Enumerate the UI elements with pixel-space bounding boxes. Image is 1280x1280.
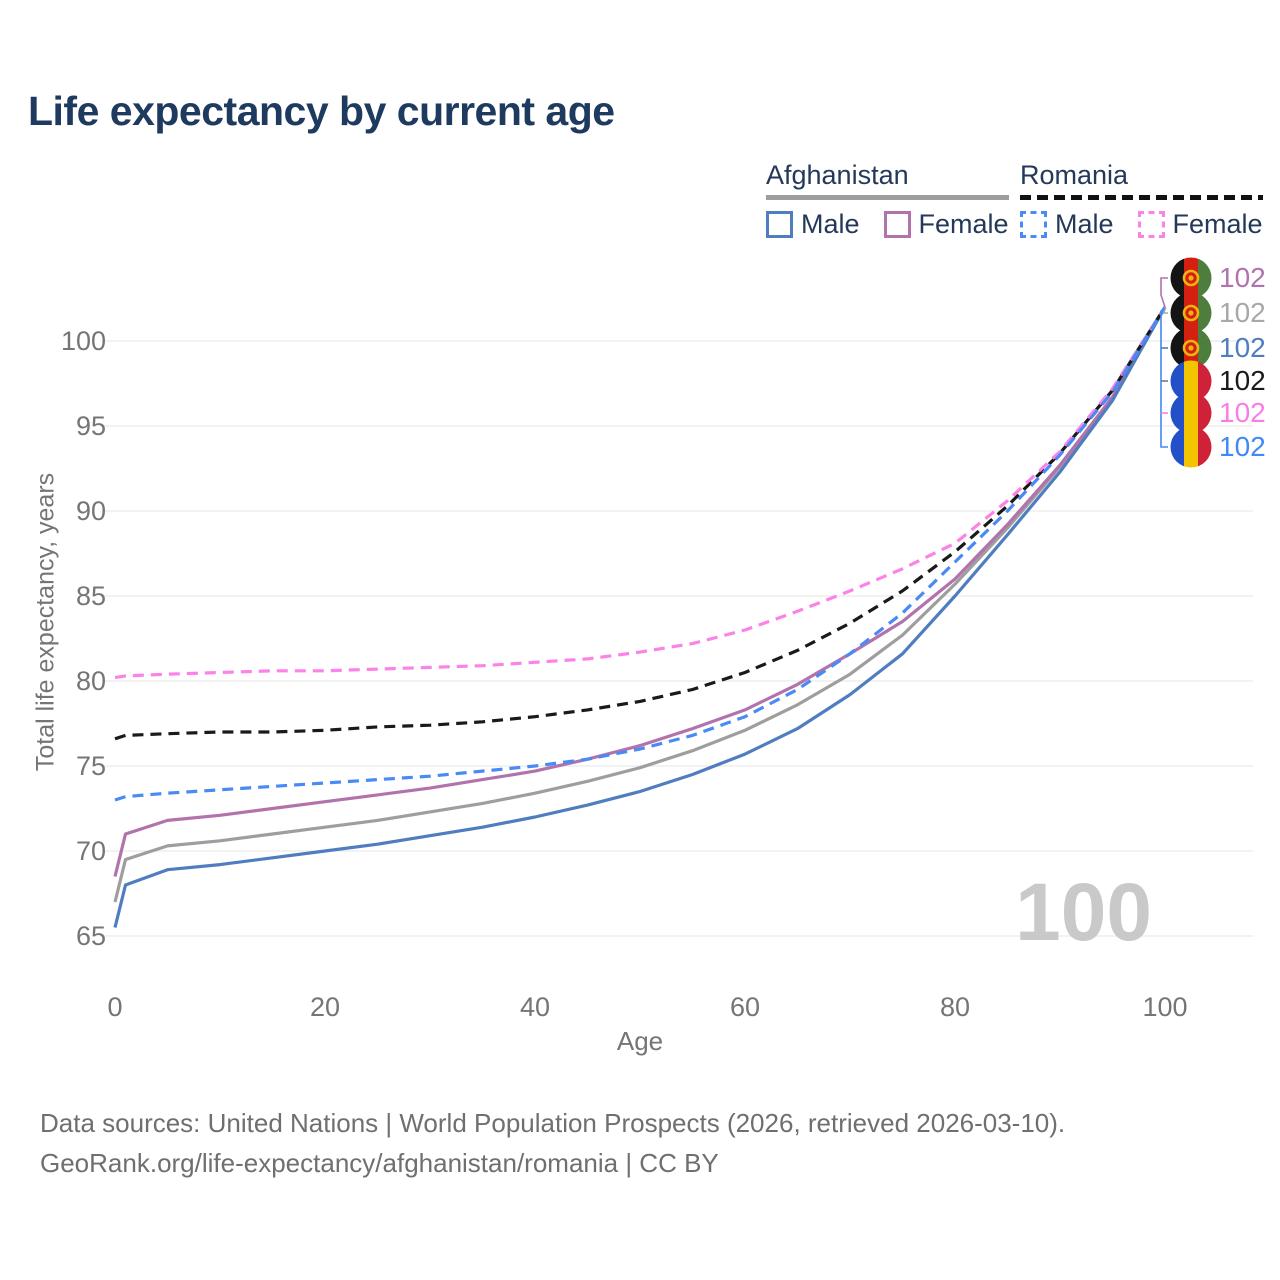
legend-item-label: Male <box>801 209 860 239</box>
flag-afghanistan-icon <box>1170 292 1212 334</box>
series-line-romania-male <box>114 306 1167 802</box>
legend-swatch-romania-male <box>1020 211 1047 238</box>
x-axis-title: Age <box>616 1026 664 1056</box>
y-tick-label-70: 70 <box>76 836 106 866</box>
y-tick-label-100: 100 <box>61 326 106 356</box>
end-label-romania-both-sexes[interactable]: 102 <box>1170 360 1266 402</box>
flag-afghanistan-icon <box>1170 257 1212 299</box>
legend-item-label: Female <box>1172 209 1263 239</box>
leader-afghanistan-female <box>1160 277 1168 308</box>
series-line-afghanistan-female <box>113 306 1167 877</box>
legend-group-afghanistan: Afghanistan Male Female <box>766 160 1009 240</box>
x-tick-label-60: 60 <box>730 992 760 1022</box>
legend-item-romania-male[interactable]: Male <box>1020 209 1114 240</box>
legend-item-afghanistan-male[interactable]: Male <box>766 209 860 240</box>
legend-item-afghanistan-female[interactable]: Female <box>883 209 1009 240</box>
y-tick-label-75: 75 <box>76 751 106 781</box>
legend-item-label: Male <box>1055 209 1114 239</box>
legend-swatch-afghanistan-male <box>766 211 793 238</box>
y-axis-title: Total life expectancy, years <box>31 472 60 772</box>
flag-romania-icon <box>1170 392 1212 434</box>
end-value-label: 102 <box>1219 332 1266 363</box>
legend-item-romania-female[interactable]: Female <box>1137 209 1263 240</box>
y-tick-label-65: 65 <box>76 921 106 951</box>
x-tick-label-20: 20 <box>310 992 340 1022</box>
end-value-label: 102 <box>1219 365 1266 396</box>
series-lines <box>113 306 1167 928</box>
age-watermark: 100 <box>1015 867 1152 958</box>
x-tick-label-0: 0 <box>107 992 122 1022</box>
legend-country-romania[interactable]: Romania <box>1020 160 1129 190</box>
leader-afghanistan-both <box>1163 306 1168 314</box>
end-value-label: 102 <box>1219 431 1266 462</box>
end-value-label: 102 <box>1219 397 1266 428</box>
footer-attribution-link[interactable]: GeoRank.org/life-expectancy/afghanistan/… <box>40 1148 719 1178</box>
series-line-romania-female <box>114 306 1167 680</box>
y-tick-label-80: 80 <box>76 666 106 696</box>
x-tick-label-100: 100 <box>1142 992 1187 1022</box>
end-label-afghanistan-female[interactable]: 102 <box>1170 257 1266 299</box>
y-tick-label-90: 90 <box>76 496 106 526</box>
leader-bracket <box>1160 308 1168 448</box>
end-value-label: 102 <box>1219 297 1266 328</box>
legend-group-romania: Romania Male Female <box>1020 160 1263 240</box>
end-label-leader-lines <box>1160 277 1168 448</box>
y-tick-label-95: 95 <box>76 411 106 441</box>
legend-linestyle-dashed-sample <box>1020 195 1263 200</box>
end-label-romania-male[interactable]: 102 <box>1170 426 1266 468</box>
legend-country-afghanistan[interactable]: Afghanistan <box>766 160 909 190</box>
series-line-afghanistan-both-sexes <box>113 306 1167 903</box>
footer-data-sources: Data sources: United Nations | World Pop… <box>40 1108 1066 1138</box>
series-line-afghanistan-male <box>113 306 1167 928</box>
legend-swatch-romania-female <box>1137 211 1165 238</box>
end-label-romania-female[interactable]: 102 <box>1170 392 1266 434</box>
page-title: Life expectancy by current age <box>28 88 615 134</box>
flag-romania-icon <box>1170 360 1212 402</box>
end-value-label: 102 <box>1219 262 1266 293</box>
legend-linestyle-solid-sample <box>766 195 1009 200</box>
legend-swatch-afghanistan-female <box>883 211 911 238</box>
x-tick-label-40: 40 <box>520 992 550 1022</box>
flag-romania-icon <box>1170 426 1212 468</box>
x-tick-label-80: 80 <box>940 992 970 1022</box>
series-line-romania-both-sexes <box>114 306 1167 741</box>
end-label-afghanistan-male[interactable]: 102 <box>1170 327 1266 369</box>
end-label-afghanistan-both-sexes[interactable]: 102 <box>1170 292 1266 334</box>
y-tick-label-85: 85 <box>76 581 106 611</box>
flag-afghanistan-icon <box>1170 327 1212 369</box>
legend-item-label: Female <box>918 209 1009 239</box>
